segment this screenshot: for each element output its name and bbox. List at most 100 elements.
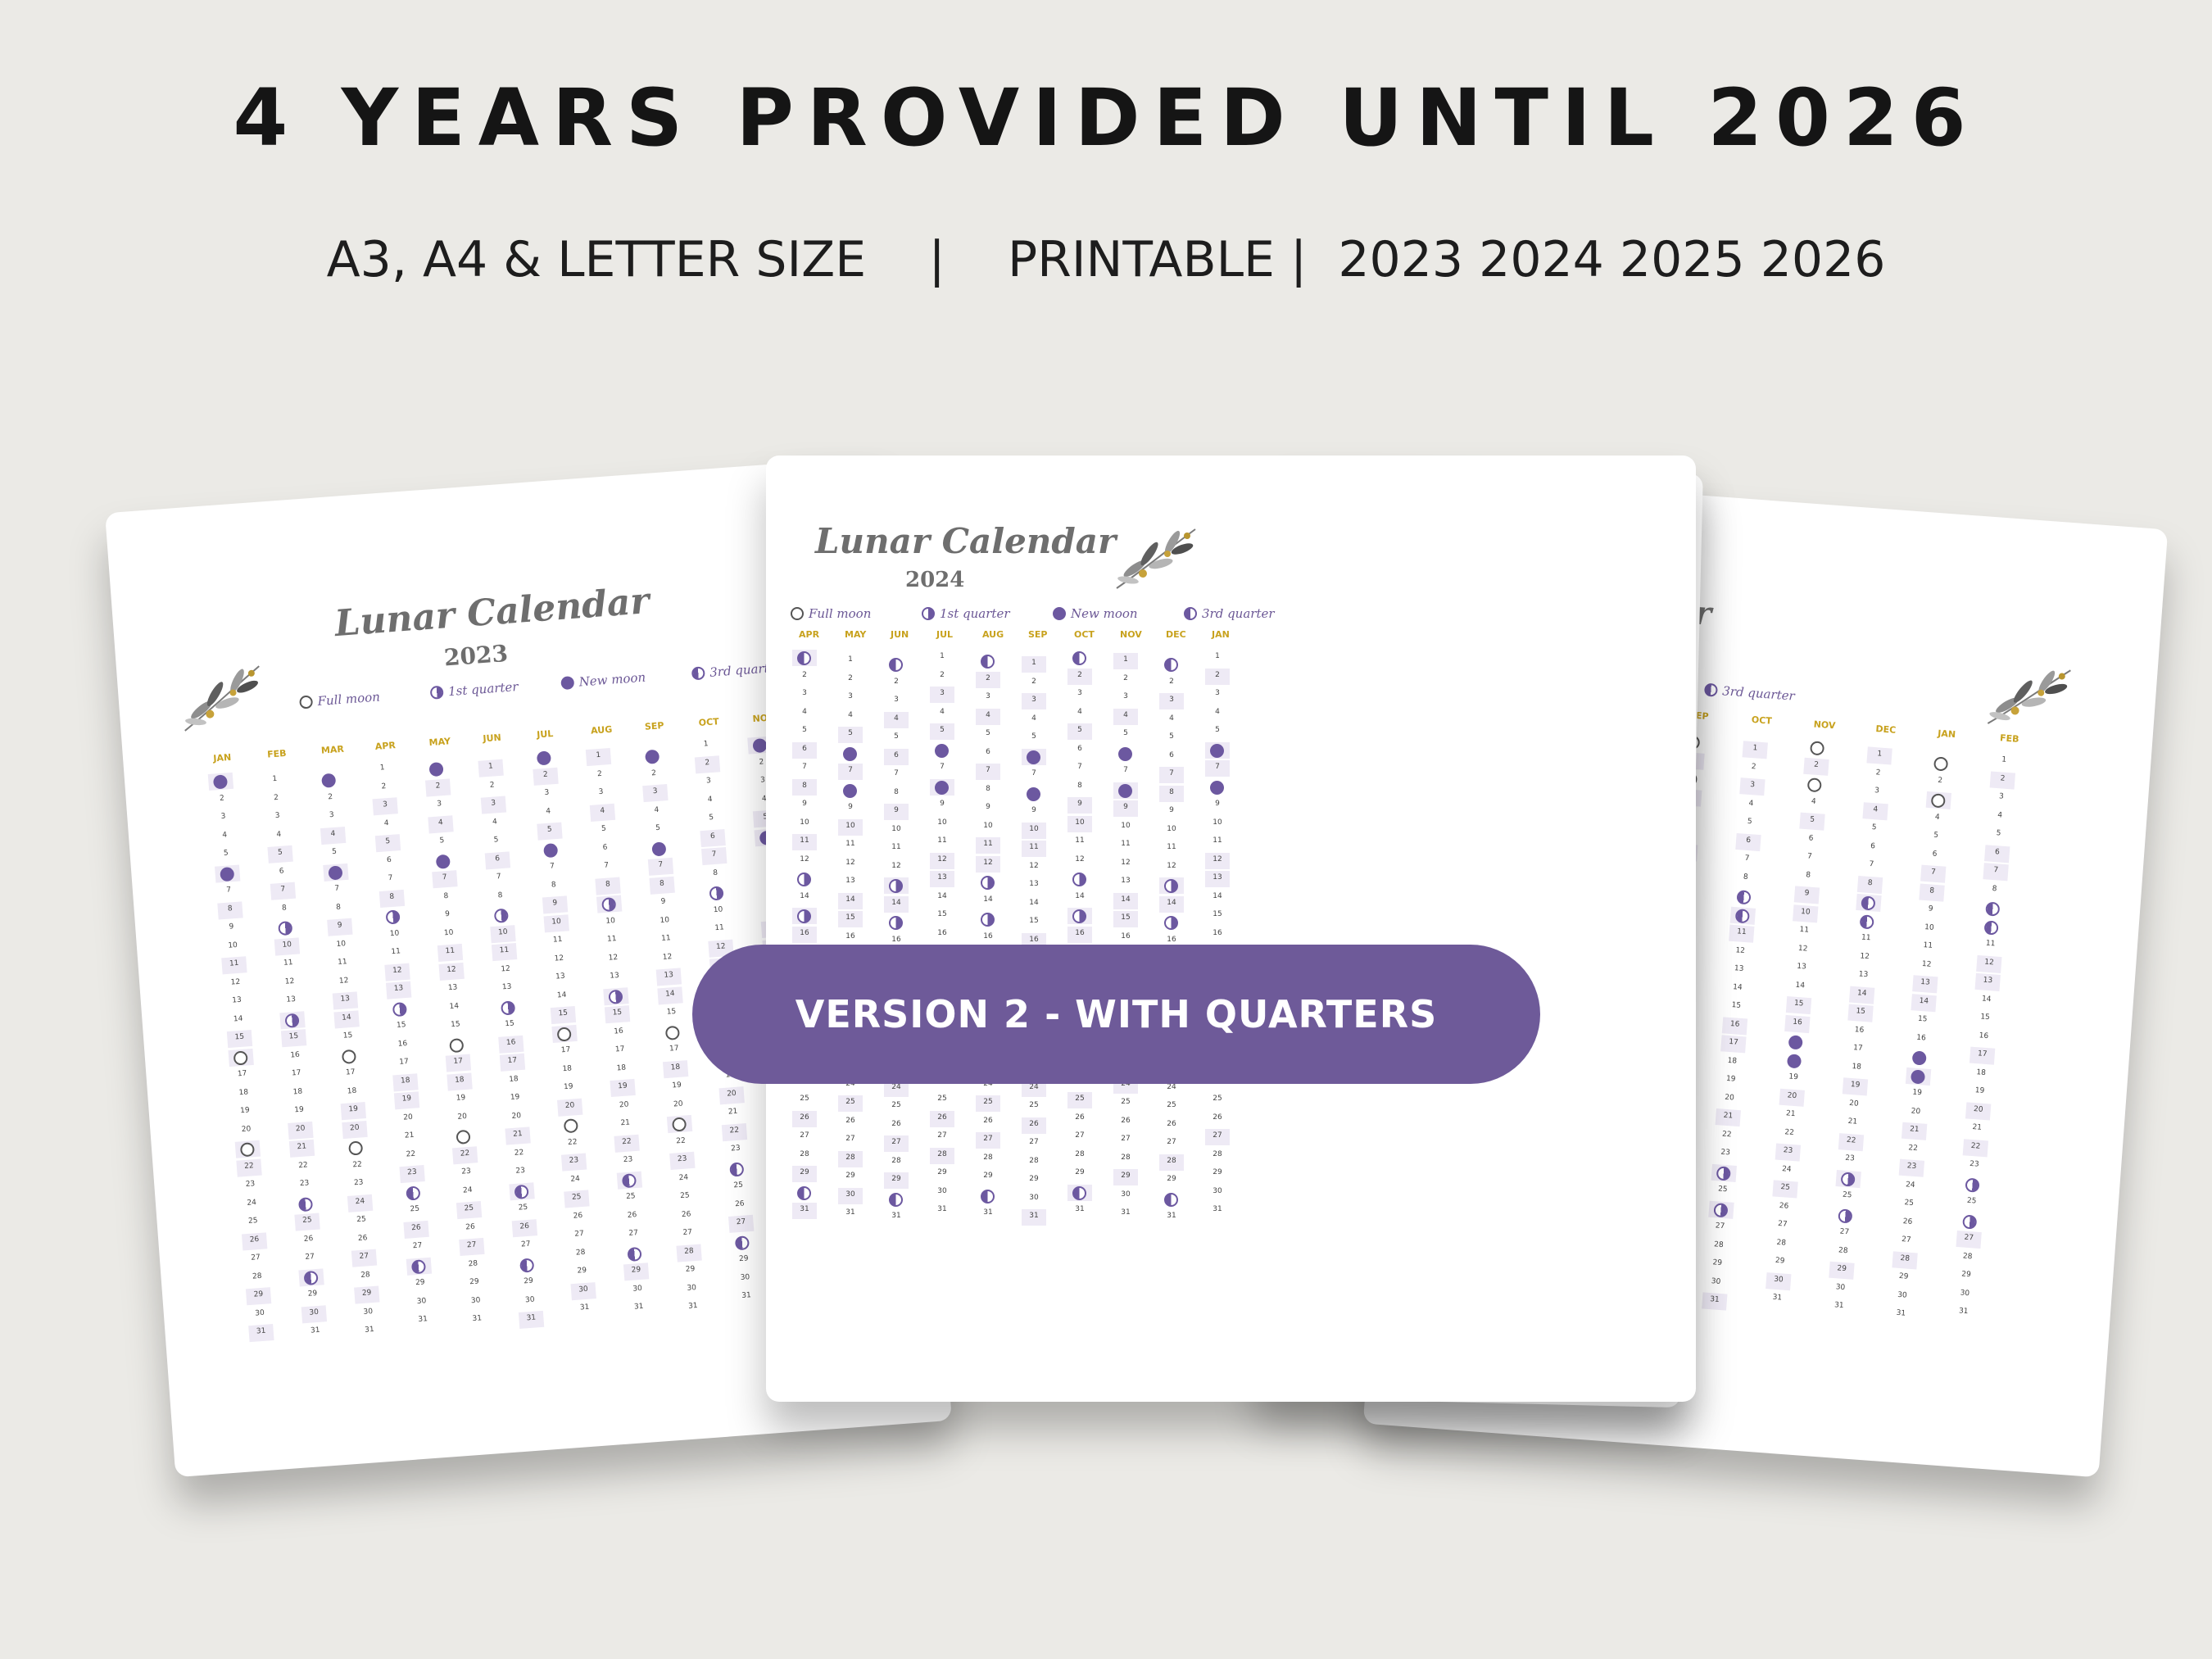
moon-phase-icon [500,999,516,1016]
day-number: 3 [1077,689,1082,697]
legend-new-label: New moon [1071,606,1138,621]
moon-phase-icon [627,1246,642,1262]
day-number: 26 [1029,1119,1039,1128]
legend-full-label: Full moon [316,689,381,709]
day-number: 16 [397,1039,408,1049]
day-number: 7 [1123,766,1128,774]
moon-phase-icon [981,655,995,669]
day-highlight [838,764,863,780]
day-number: 31 [983,1208,993,1217]
day-number: 5 [1871,823,1877,832]
day-number: 31 [310,1326,320,1335]
day-number: 22 [460,1149,470,1158]
day-number: 1 [596,750,601,760]
day-number: 21 [297,1142,307,1152]
day-number: 3 [940,689,945,697]
day-highlight [1067,815,1092,832]
day-number: 27 [1839,1227,1850,1237]
day-number: 10 [1167,824,1176,833]
day-number: 17 [1728,1037,1739,1047]
day-number: 11 [337,958,348,968]
day-number: 16 [845,931,855,941]
day-number: 28 [845,1153,855,1162]
day-number: 2 [273,793,279,802]
day-number: 5 [894,732,899,741]
day-highlight [1067,926,1092,943]
day-number: 5 [1215,726,1220,734]
day-highlight [838,1150,863,1167]
day-number: 13 [664,971,674,980]
day-number: 11 [499,945,510,955]
day-number: 3 [329,810,335,820]
day-number: 30 [416,1296,427,1306]
day-highlight [976,837,1000,854]
day-number: 11 [1736,927,1747,937]
moon-phase-icon [935,743,949,758]
day-number: 22 [352,1160,363,1169]
day-number: 17 [1977,1049,1988,1059]
day-number: 28 [468,1259,478,1268]
day-number: 30 [740,1272,750,1282]
day-number: 6 [1745,836,1752,845]
moon-phase-icon [1786,1053,1802,1068]
day-number: 15 [1793,999,1804,1009]
day-highlight [930,852,954,869]
day-number: 19 [672,1081,682,1090]
day-number: 24 [570,1174,581,1184]
day-number: 3 [986,692,990,700]
day-number: 19 [1725,1074,1736,1084]
day-number: 21 [1723,1111,1734,1121]
day-number: 26 [845,1116,855,1125]
day-number: 26 [800,1113,809,1122]
moon-phase-icon [321,773,337,788]
day-highlight [930,871,954,887]
day-number: 8 [281,903,288,913]
day-number: 14 [1919,996,1929,1006]
day-number: 14 [449,1001,460,1011]
day-number: 10 [551,917,562,927]
legend-third-label: 3rd quarter [1202,606,1275,621]
day-number: 7 [442,873,447,882]
day-number: 11 [983,840,993,848]
day-highlight [792,778,817,796]
day-number: 4 [1873,805,1879,814]
day-number: 23 [245,1180,256,1189]
day-number: 18 [616,1063,627,1072]
month-label: MAY [428,736,451,749]
day-number: 10 [1924,922,1935,932]
legend-third-label: 3rd quarter [1721,683,1796,704]
day-highlight [884,1135,909,1152]
day-number: 27 [891,1138,901,1146]
version-badge: VERSION 2 - WITH QUARTERS [692,945,1540,1084]
olive-branch-icon [1116,528,1196,589]
legend-full-label: Full moon [809,606,872,621]
day-number: 19 [348,1104,359,1114]
day-number: 20 [241,1124,252,1134]
day-number: 1 [2001,755,2007,764]
day-number: 8 [1992,884,1997,893]
day-number: 20 [1911,1106,1921,1116]
day-highlight [884,1080,909,1097]
legend-first-label: 1st quarter [940,606,1010,621]
day-highlight [1113,911,1138,927]
day-number: 14 [341,1013,352,1022]
day-number: 27 [412,1241,423,1251]
moon-phase-icon [392,1001,407,1017]
month-label: AUG [590,723,613,737]
day-number: 16 [1792,1018,1803,1027]
moon-phase-icon [493,908,509,923]
day-number: 12 [1213,854,1222,863]
day-number: 23 [677,1154,687,1164]
day-number: 2 [940,670,945,679]
day-number: 29 [1712,1258,1723,1268]
day-number: 4 [1215,707,1220,716]
day-number: 13 [610,971,620,981]
day-number: 14 [1167,898,1176,907]
day-number: 12 [1735,945,1746,955]
day-number: 10 [389,928,400,938]
day-number: 17 [399,1058,410,1067]
day-number: 28 [1075,1149,1085,1158]
day-number: 23 [623,1155,633,1165]
day-number: 14 [1029,898,1039,907]
day-number: 16 [1213,928,1222,937]
